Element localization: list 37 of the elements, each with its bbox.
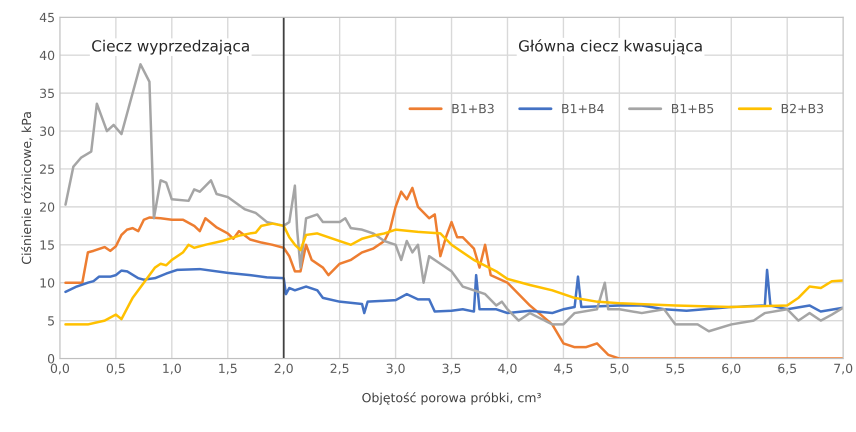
annotation: Główna ciecz kwasująca	[518, 39, 702, 55]
annotation: Ciecz wyprzedzająca	[92, 40, 249, 55]
x-tick-label: 4,5	[554, 364, 572, 374]
y-tick-label: 5	[48, 316, 54, 326]
y-tick-label: 45	[40, 12, 54, 22]
x-tick-label: 1,0	[163, 364, 181, 374]
y-tick-label: 20	[40, 202, 54, 212]
y-tick-label: 25	[40, 164, 54, 174]
line-series	[64, 222, 844, 326]
x-tick-label: 6,5	[778, 364, 796, 374]
x-tick-label: 5,0	[610, 364, 628, 374]
x-tick-label: 3,0	[386, 364, 405, 374]
x-tick-label: 1,5	[219, 364, 237, 374]
x-tick-label: 5,5	[666, 364, 684, 374]
x-axis-title: Objętość porowa próbki, cm³	[362, 392, 541, 405]
x-tick-label: 6,0	[722, 364, 740, 374]
line-series	[64, 186, 844, 359]
line-series	[64, 268, 844, 314]
line-series	[64, 63, 844, 333]
x-tick-label: 7,0	[834, 364, 852, 374]
x-tick-label: 4,0	[498, 364, 517, 374]
legend-label: B1+B3	[452, 104, 494, 114]
y-tick-label: 10	[40, 278, 54, 288]
legend-label: B1+B5	[672, 104, 714, 114]
legend-label: B2+B3	[782, 104, 824, 114]
y-tick-label: 35	[40, 88, 54, 98]
y-tick-label: 30	[40, 126, 54, 136]
x-tick-label: 2,5	[330, 364, 348, 374]
y-axis-title: Ciśnienie różnicowe, kPa	[21, 112, 32, 264]
y-tick-label: 0	[48, 354, 54, 364]
y-tick-label: 15	[40, 240, 54, 250]
x-tick-label: 0,5	[106, 364, 125, 374]
x-tick-label: 0,0	[50, 364, 70, 374]
x-tick-label: 3,5	[442, 364, 460, 374]
x-tick-label: 2,0	[274, 364, 293, 374]
y-tick-label: 40	[40, 50, 54, 60]
legend-label: B1+B4	[562, 104, 604, 114]
